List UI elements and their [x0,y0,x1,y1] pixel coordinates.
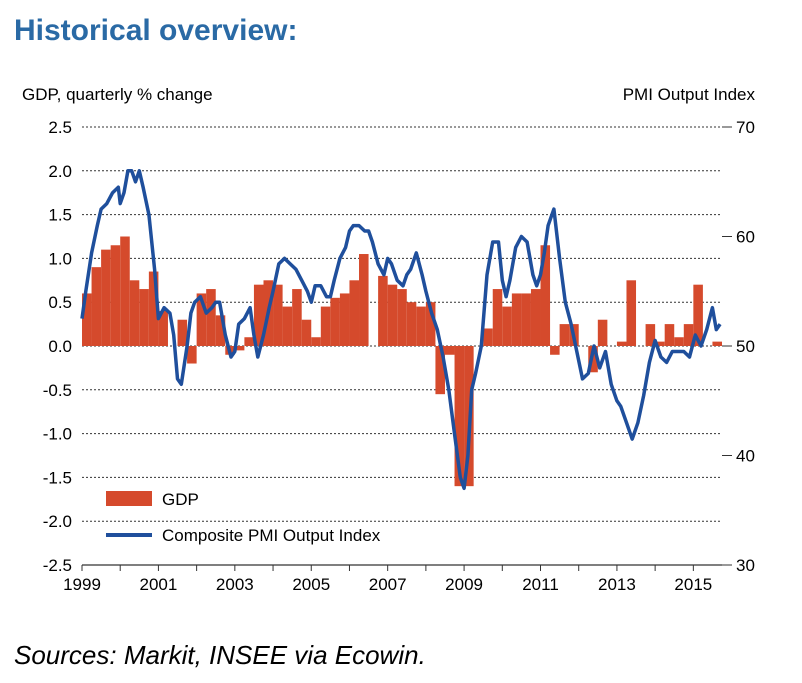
gdp-bar [139,289,149,346]
gdp-bar [158,310,168,346]
gdp-bar [387,284,398,346]
gdp-bar [196,293,207,346]
axis-labels: GDP, quarterly % change PMI Output Index [22,85,755,104]
gdp-bar [655,341,665,346]
gdp-bar [425,302,436,346]
gdp-bars [82,236,722,487]
gdp-bar [664,324,675,346]
gdp-bar [110,245,121,346]
y-left-tick-label: 2.0 [48,162,72,181]
y-right-tick-label: 70 [736,118,755,137]
y-left-tick-label: -1.0 [43,425,72,444]
gdp-bar [626,280,637,346]
y-left-tick-label: 1.0 [48,249,72,268]
x-tick-label: 2009 [445,575,483,594]
axes: 2.5 2.0 1.5 1.0 0.5 0.0 -0.5 -1.0 -1.5 -2.0 -2.5 70… [43,118,755,594]
gdp-bar [712,341,722,346]
gdp-bar [550,346,560,355]
gdp-bar [349,280,360,346]
gdp-bar [120,236,130,346]
y-left-tick-label: 2.5 [48,118,72,137]
gdp-bar [148,271,159,346]
legend-gdp-swatch [106,491,152,506]
x-tick-label: 1999 [63,575,101,594]
gdp-bar [511,293,522,346]
gdp-bar [215,315,226,346]
gdp-bar [492,289,503,346]
x-tick-label: 2001 [140,575,178,594]
gdp-bar [444,346,455,355]
legend-gdp-label: GDP [162,490,199,509]
gdp-bar [530,289,541,346]
chart: 2.5 2.0 1.5 1.0 0.5 0.0 -0.5 -1.0 -1.5 -2.0 -2.5 70… [22,85,755,594]
gdp-bar [206,289,216,346]
gdp-bar [339,293,350,346]
gdp-bar [101,249,111,346]
gdp-bar [435,346,445,395]
gdp-bar [454,346,465,487]
gdp-bar [234,346,245,351]
pmi-line [80,169,722,491]
y-left-tick-label: 1.5 [48,206,72,225]
gdp-bar [674,337,684,346]
gdp-bar [187,346,197,364]
gdp-bar [177,319,188,346]
y-left-tick-label: -2.5 [43,556,72,575]
gdp-bar [292,289,302,346]
gdp-bar [483,328,493,346]
gdp-bar [330,297,340,346]
x-tick-label: 2005 [292,575,330,594]
y-right-tick-label: 60 [736,228,755,247]
gdp-bar [301,319,312,346]
gdp-bar [282,306,293,346]
y-right-axis-label: PMI Output Index [623,85,756,104]
y-left-tick-label: 0.5 [48,293,72,312]
gdp-bar [397,289,407,346]
chart-heading: Historical overview: [14,14,298,47]
gdp-bar [129,280,140,346]
y-right-tick-label: 30 [736,556,755,575]
gdp-bar [502,306,512,346]
gdp-bar [416,306,426,346]
gdp-bar [244,337,254,346]
y-left-axis-label: GDP, quarterly % change [22,85,213,104]
gdp-bar [311,337,321,346]
legend: GDP Composite PMI Output Index [106,490,381,545]
gdp-bar [273,284,283,346]
y-left-tick-label: -1.5 [43,468,72,487]
gdp-bar [91,267,102,346]
gdp-bar [359,254,369,346]
legend-pmi-label: Composite PMI Output Index [162,526,381,545]
y-left-tick-label: 0.0 [48,337,72,356]
y-right-tick-label: 50 [736,337,755,356]
y-left-tick-label: -0.5 [43,381,72,400]
gdp-bar [597,319,608,346]
gdp-bar [683,324,694,346]
y-left-tick-label: -2.0 [43,512,72,531]
gdp-bar [320,306,331,346]
gdp-bar [645,324,656,346]
x-tick-label: 2013 [598,575,636,594]
gdp-bar [616,341,627,346]
gdp-bar [559,324,570,346]
gdp-bar [521,293,531,346]
source-note: Sources: Markit, INSEE via Ecowin. [14,640,426,670]
x-tick-label: 2015 [674,575,712,594]
x-tick-label: 2007 [369,575,407,594]
gdp-bar [378,275,388,346]
gdp-bar [82,293,92,346]
x-tick-label: 2011 [522,575,559,594]
gdp-bar [253,284,264,346]
gdp-bar [406,302,417,346]
gdp-bar [693,284,703,346]
gdp-bar [540,245,551,346]
y-right-tick-label: 40 [736,447,755,466]
x-tick-label: 2003 [216,575,254,594]
